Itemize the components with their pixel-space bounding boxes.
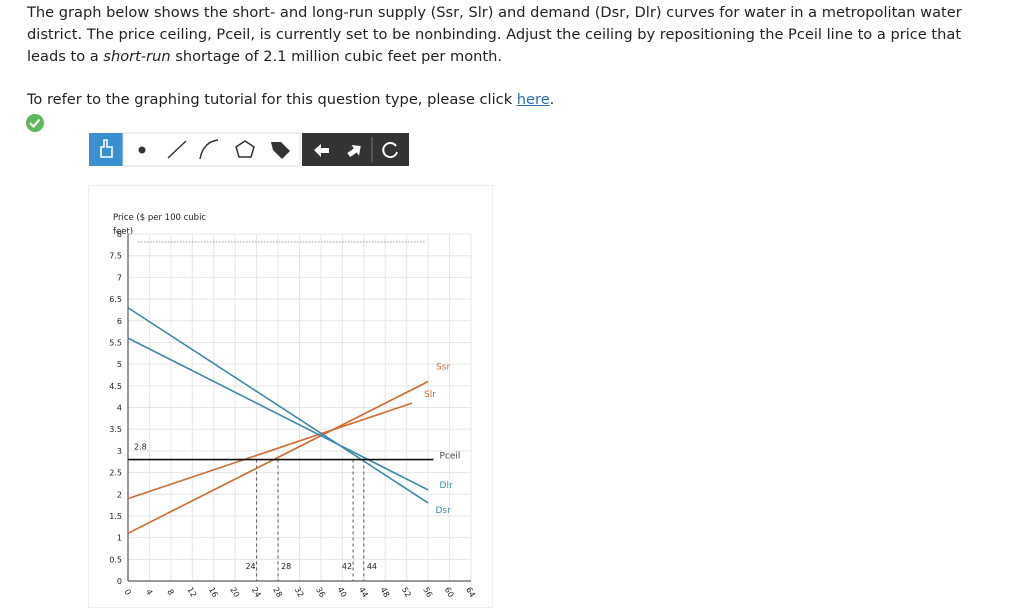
chart: 00.511.522.533.544.555.566.577.580 4 8 12 16…	[109, 230, 477, 599]
x-tick-label: 12	[185, 586, 198, 599]
x-tick-label: 28	[271, 586, 284, 599]
supply-demand-line	[127, 402, 413, 500]
y-tick-label: 2.5	[109, 469, 122, 478]
tool-redo[interactable]	[345, 141, 365, 160]
y-tick-label: 6	[117, 317, 122, 326]
guide-label: 42	[342, 562, 352, 571]
line-label: Dlr	[440, 481, 453, 491]
question-text: The graph below shows the short- and lon…	[27, 4, 962, 65]
x-tick-label: 24	[250, 586, 263, 599]
y-tick-label: 0	[117, 577, 122, 586]
line-label: Dsr	[435, 506, 451, 516]
tool-group	[122, 132, 301, 167]
y-tick-label: 8	[117, 230, 122, 239]
chart-box: Price ($ per 100 cubic feet) 0 0.5 1 1.5 2 2.…	[88, 185, 493, 608]
y-tick-label: 5	[117, 360, 122, 369]
ceiling-label: Pceil	[439, 452, 460, 462]
x-tick-label: 60	[443, 586, 456, 599]
x-tick-label: 4	[144, 588, 154, 597]
x-tick-label: 20	[228, 586, 241, 599]
x-tick-label: 8	[165, 588, 175, 597]
supply-demand-line	[127, 380, 429, 535]
question-italic: short-run	[103, 48, 171, 65]
x-tick-label: 44	[357, 586, 370, 599]
x-tick-label: 48	[378, 586, 391, 599]
question: The graph below shows the short- and lon…	[27, 2, 987, 68]
tool-polygon[interactable]	[235, 140, 255, 158]
y-axis-label: Price ($ per 100 cubic feet)	[113, 213, 207, 237]
x-tick-label: 56	[421, 586, 434, 599]
y-tick-label: 0.5	[109, 555, 122, 564]
y-tick-label: 3.5	[109, 425, 122, 434]
toolbar-layer	[26, 114, 409, 167]
tutorial-link[interactable]: here	[516, 91, 550, 108]
ceiling-value-label: 2.8	[134, 443, 147, 452]
guide-label: 44	[367, 562, 377, 571]
guide-label: 24	[245, 562, 255, 571]
supply-demand-line	[127, 307, 429, 504]
y-tick-label: 1.5	[109, 512, 122, 521]
line-label: Ssr	[436, 362, 450, 372]
y-tick-label: 2	[117, 490, 122, 499]
x-tick-label: 52	[400, 586, 413, 599]
y-tick-label: 6.5	[109, 295, 122, 304]
x-tick-label: 16	[207, 586, 220, 599]
x-tick-label: 32	[293, 586, 306, 599]
y-tick-label: 1	[117, 534, 122, 543]
y-tick-label: 7.5	[109, 252, 122, 261]
y-tick-label: 7	[117, 273, 122, 282]
x-tick-label: 0	[122, 588, 132, 597]
tool-hand[interactable]	[89, 133, 123, 166]
correct-check	[26, 114, 44, 132]
tool-curve[interactable]	[199, 139, 219, 160]
x-tick-label: 40	[335, 586, 348, 599]
tutorial-text: To refer to the graphing tutorial for th…	[27, 91, 517, 108]
tutorial: To refer to the graphing tutorial for th…	[27, 91, 554, 108]
y-tick-label: 4	[117, 404, 122, 413]
tool-line[interactable]	[167, 140, 187, 159]
x-tick-label: 36	[314, 586, 327, 599]
tutorial-period: .	[549, 91, 555, 108]
question-text: shortage of 2.1 million cubic feet per m…	[170, 48, 503, 65]
tool-reset[interactable]	[382, 142, 398, 159]
y-tick-label: 5.5	[109, 338, 122, 347]
line-label: Slr	[424, 390, 436, 400]
tool-label[interactable]	[271, 142, 290, 159]
supply-demand-line	[127, 337, 429, 491]
guide-label: 28	[281, 562, 291, 571]
y-tick-label: 3	[117, 447, 122, 456]
tool-undo[interactable]	[314, 144, 329, 157]
y-tick-label: 4.5	[109, 382, 122, 391]
x-tick-label: 64	[464, 586, 477, 599]
tool-point[interactable]	[138, 146, 146, 154]
